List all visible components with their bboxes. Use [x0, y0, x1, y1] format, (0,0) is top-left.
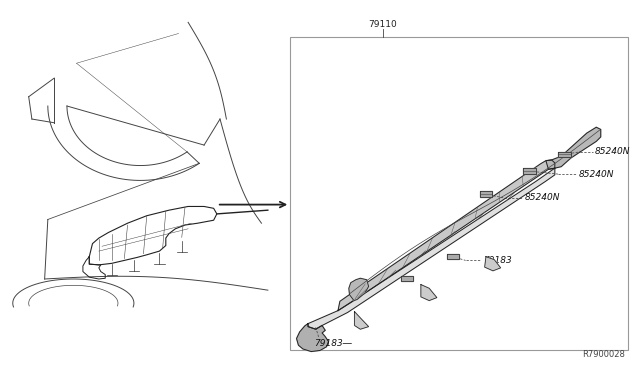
Text: R7900028: R7900028	[582, 350, 625, 359]
Text: 79183―: 79183―	[314, 339, 352, 348]
Polygon shape	[558, 152, 571, 157]
Text: 85240N: 85240N	[525, 193, 561, 202]
Polygon shape	[484, 257, 500, 271]
Polygon shape	[401, 276, 413, 280]
Text: 79110: 79110	[368, 20, 397, 29]
Polygon shape	[308, 168, 555, 329]
Polygon shape	[447, 254, 458, 259]
Text: 85240N: 85240N	[595, 147, 630, 156]
Text: 79183: 79183	[483, 256, 511, 265]
Polygon shape	[546, 127, 601, 169]
Text: 85240N: 85240N	[579, 170, 614, 179]
Polygon shape	[523, 168, 536, 174]
Polygon shape	[421, 285, 437, 301]
Bar	[290, 37, 628, 350]
Polygon shape	[338, 160, 555, 311]
Polygon shape	[296, 324, 328, 352]
Polygon shape	[479, 192, 492, 197]
Polygon shape	[349, 278, 369, 301]
Polygon shape	[355, 312, 369, 329]
